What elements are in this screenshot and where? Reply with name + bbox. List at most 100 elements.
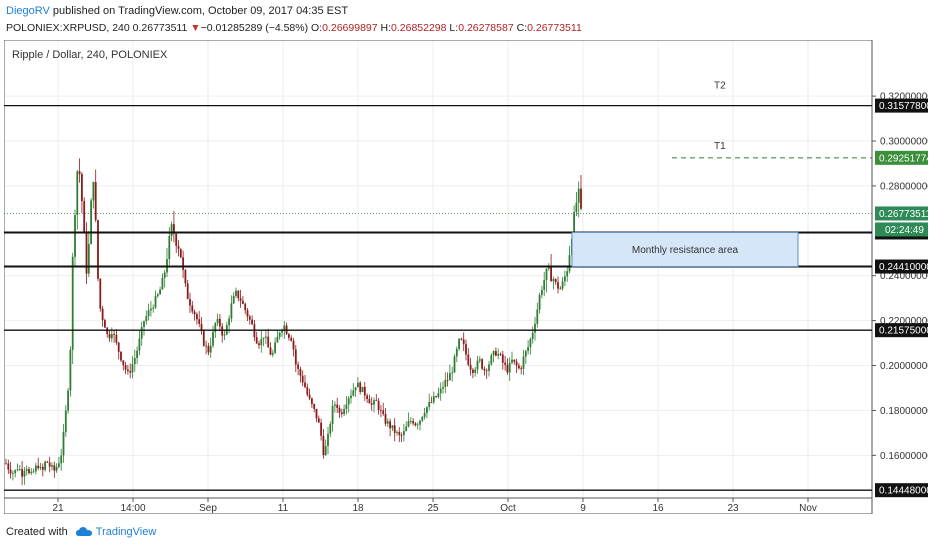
candle-body — [173, 224, 175, 234]
candle-body — [327, 433, 329, 447]
candle-body — [168, 236, 171, 260]
candle-body — [37, 465, 40, 469]
candle-body — [580, 188, 582, 209]
candle-body — [382, 410, 385, 414]
level-price-tag-bg — [875, 483, 928, 498]
candle-body — [124, 365, 127, 370]
open-label: O: — [311, 22, 323, 34]
candle-body — [104, 320, 106, 328]
candle-body — [320, 422, 322, 436]
candle-body — [127, 369, 129, 372]
candle-body — [41, 466, 44, 470]
candle-body — [414, 423, 417, 426]
candle-body — [442, 386, 444, 389]
level-price-tag-bg — [875, 98, 928, 113]
candle-body — [186, 283, 189, 300]
candle-body — [147, 310, 150, 317]
x-tick-label: 21 — [52, 503, 64, 514]
open-value: 0.26699897 — [322, 22, 378, 34]
candle-body — [485, 370, 488, 372]
candle-body — [515, 361, 518, 366]
target-price-tag: 0.29251774 — [879, 153, 928, 164]
candle-body — [538, 294, 541, 310]
last-price: 0.26773511 — [132, 22, 188, 34]
countdown-bg — [875, 222, 928, 237]
author-link[interactable]: DiegoRV — [6, 5, 50, 17]
candle-body — [67, 390, 69, 411]
y-tick-label: 0.28000000 — [880, 181, 928, 192]
x-tick-label: 16 — [652, 503, 664, 514]
candle-body — [101, 308, 104, 321]
candle-body — [129, 371, 132, 373]
tradingview-link[interactable]: TradingView — [95, 526, 157, 538]
candle-body — [44, 461, 46, 470]
candle-body — [281, 330, 283, 333]
level-price-tag: 0.24410000 — [879, 262, 928, 273]
candle-body — [35, 465, 37, 472]
close-label: C: — [516, 22, 528, 34]
target-price-tag-bg — [875, 150, 928, 165]
symbol-label: POLONIEX:XRPUSD, 240 — [6, 22, 130, 34]
candle-body — [313, 403, 316, 409]
candle-body — [182, 257, 184, 270]
candle-body — [99, 278, 102, 309]
candle-body — [244, 303, 247, 311]
candle-body — [465, 344, 467, 355]
candle-body — [531, 332, 534, 339]
price-chart[interactable]: 0.32000000 0.30000000 0.28000000 0.24000000… — [4, 40, 928, 514]
candle-body — [481, 359, 483, 369]
candle-body — [209, 345, 212, 353]
axes: 0.32000000 0.30000000 0.28000000 0.24000000… — [52, 92, 928, 514]
candle-body — [205, 345, 207, 347]
candle-body — [14, 470, 17, 474]
x-tick-label: Nov — [799, 503, 817, 514]
candle-body — [550, 265, 552, 282]
y-tick-label: 0.20000000 — [880, 361, 928, 372]
candle-body — [5, 463, 7, 465]
candle-body — [60, 455, 63, 464]
high-value: 0.26852298 — [391, 22, 447, 34]
candle-body — [276, 336, 279, 343]
candle-body — [449, 373, 451, 381]
close-value: 0.26773511 — [527, 22, 582, 34]
publish-line: DiegoRV published on TradingView.com, Oc… — [6, 5, 348, 17]
candle-body — [294, 349, 297, 365]
candle-body — [81, 173, 83, 202]
candle-body — [267, 336, 270, 348]
candle-body — [462, 339, 465, 345]
candle-body — [163, 272, 166, 278]
x-tick-label: 23 — [727, 503, 739, 514]
candle-body — [575, 202, 578, 213]
candle-body — [338, 408, 341, 413]
candle-body — [140, 327, 143, 339]
high-label: H: — [380, 22, 392, 34]
annotation-t2: T2 — [714, 80, 726, 91]
candle-body — [237, 290, 240, 299]
candle-body — [359, 382, 362, 393]
candle-body — [334, 404, 336, 406]
candle-body — [488, 364, 490, 371]
candle-body — [444, 380, 447, 387]
candle-body — [108, 334, 111, 339]
candle-body — [23, 470, 26, 477]
candle-body — [543, 280, 546, 290]
y-tick-label: 0.22000000 — [880, 316, 928, 327]
candle-body — [513, 359, 516, 362]
candle-body — [407, 421, 410, 427]
y-tick-label: 0.24000000 — [880, 271, 928, 282]
cloud-icon — [75, 527, 92, 536]
candle-body — [453, 356, 456, 373]
resistance-box[interactable]: Monthly resistance area — [571, 231, 799, 268]
candle-body — [239, 298, 242, 301]
x-tick-label: 25 — [427, 503, 439, 514]
candle-body — [373, 400, 375, 405]
candle-body — [120, 351, 122, 361]
candle-body — [191, 305, 194, 312]
candle-body — [492, 351, 495, 356]
candle-body — [386, 421, 389, 424]
y-tick-label: 0.30000000 — [880, 137, 928, 148]
candle-body — [428, 401, 431, 408]
x-tick-label: Sep — [199, 503, 217, 514]
candle-body — [439, 388, 442, 394]
candle-body — [495, 351, 497, 356]
